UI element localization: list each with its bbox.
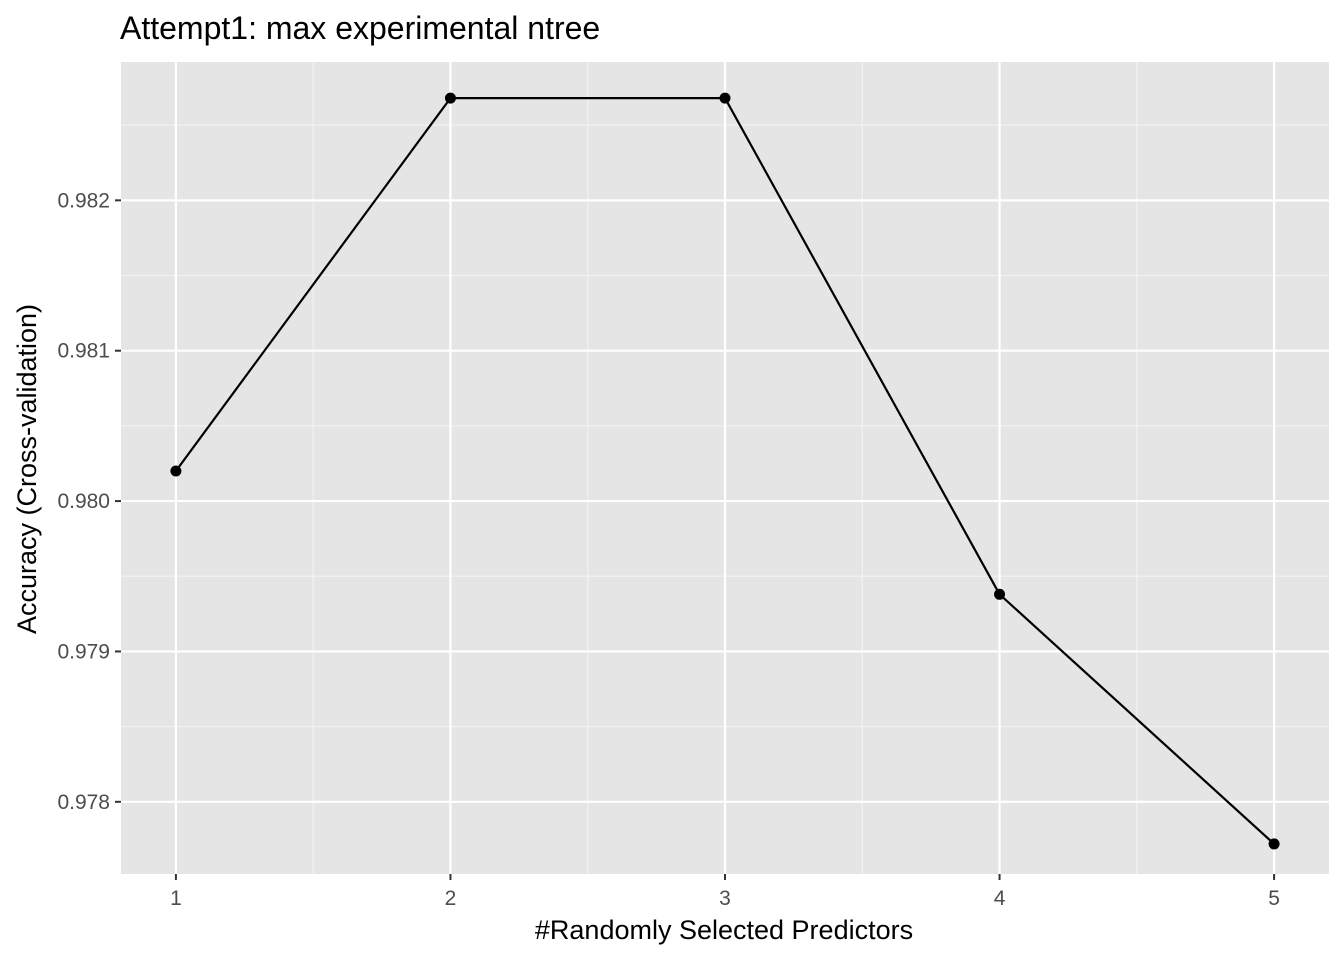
y-axis: 0.978 0.979 0.980 0.981 0.982	[57, 189, 121, 814]
chart-title: Attempt1: max experimental ntree	[120, 10, 600, 46]
y-tick-label: 0.982	[57, 189, 110, 212]
series-accuracy	[170, 92, 1280, 850]
y-tick-label: 0.981	[57, 340, 110, 363]
x-tick-label: 5	[1268, 887, 1280, 910]
x-tick-label: 2	[445, 887, 457, 910]
data-point	[444, 92, 456, 104]
x-tick-label: 3	[719, 887, 731, 910]
y-tick-label: 0.979	[57, 640, 110, 663]
y-tick-label: 0.980	[57, 490, 110, 513]
x-tick-label: 4	[994, 887, 1006, 910]
y-tick-label: 0.978	[57, 791, 110, 814]
x-tick-label: 1	[170, 887, 182, 910]
data-point	[170, 465, 182, 477]
data-point	[719, 92, 731, 104]
x-axis-title: #Randomly Selected Predictors	[535, 915, 913, 945]
data-point	[1268, 838, 1280, 850]
x-axis: 1 2 3 4 5	[170, 874, 1280, 910]
y-axis-title: Accuracy (Cross-validation)	[12, 304, 42, 634]
data-point	[994, 588, 1006, 600]
